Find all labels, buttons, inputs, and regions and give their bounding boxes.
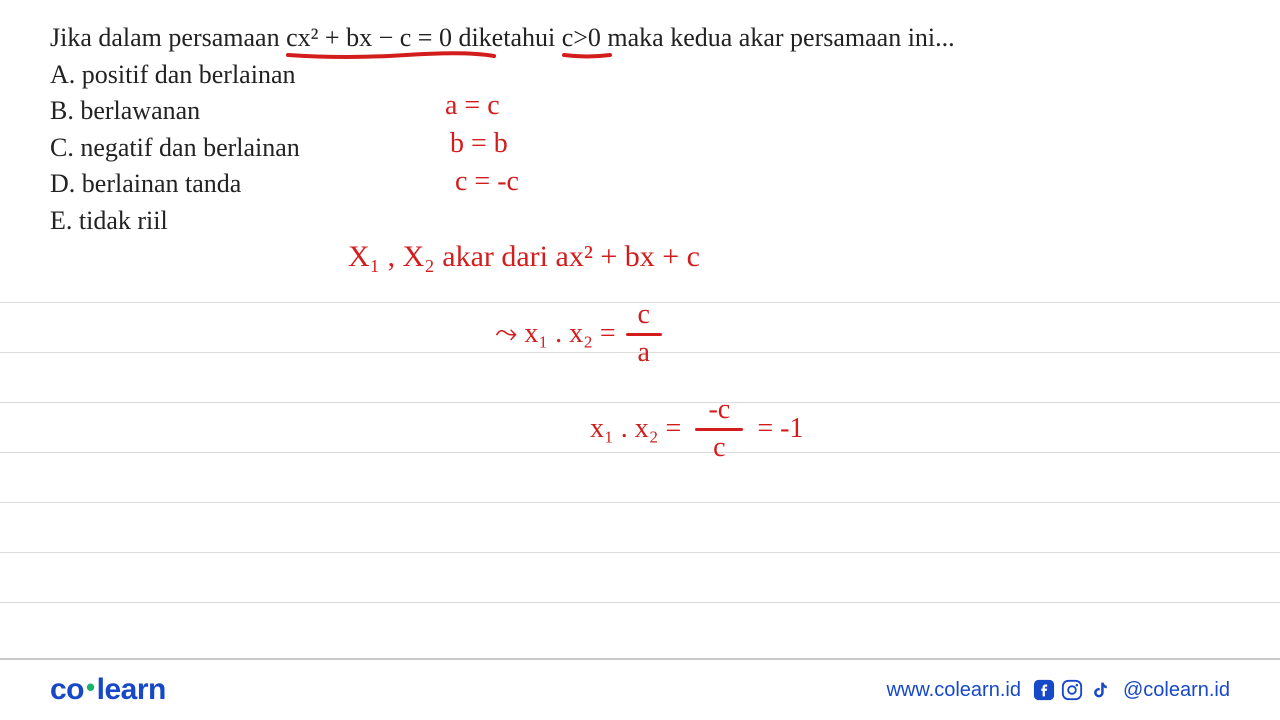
facebook-icon xyxy=(1033,679,1055,701)
fraction-neg-c-over-c: -c c xyxy=(695,395,743,464)
question-text: Jika dalam persamaan cx² + bx − c = 0 di… xyxy=(50,20,1230,55)
question-suffix: maka kedua akar persamaan ini... xyxy=(601,23,955,52)
option-c: C. negatif dan berlainan xyxy=(50,130,1230,166)
option-d: D. berlainan tanda xyxy=(50,166,1230,202)
page-root: Jika dalam persamaan cx² + bx − c = 0 di… xyxy=(0,0,1280,720)
fraction-c-over-a: c a xyxy=(626,300,662,369)
annotation-calc-lhs: x₁ . x₂ = xyxy=(590,413,681,445)
annotation-roots: X₁ , X₂ akar dari ax² + bx + c xyxy=(348,240,700,274)
footer-url: www.colearn.id xyxy=(886,679,1021,702)
question-prefix: Jika dalam persamaan xyxy=(50,23,286,52)
fraction-den: a xyxy=(626,338,662,369)
footer: co•learn www.colearn.id @colearn.id xyxy=(0,658,1280,720)
equation-text: cx² + bx − c = 0 xyxy=(286,23,452,52)
fraction-bar-icon xyxy=(626,333,662,336)
option-b: B. berlawanan xyxy=(50,93,1230,129)
fraction-den: c xyxy=(695,433,743,464)
brand-logo: co•learn xyxy=(50,673,166,707)
rule-line xyxy=(0,502,1280,503)
fraction-bar-icon xyxy=(695,428,743,431)
rule-line xyxy=(0,602,1280,603)
annotation-vieta-intro: ⤳ x₁ . x₂ = xyxy=(495,318,616,350)
question-block: Jika dalam persamaan cx² + bx − c = 0 di… xyxy=(50,20,1230,239)
fraction-num: -c xyxy=(695,395,743,426)
rule-line xyxy=(0,452,1280,453)
annotation-calc-result: = -1 xyxy=(757,413,803,445)
annotation-vieta: ⤳ x₁ . x₂ = c a xyxy=(495,300,662,369)
question-mid: diketahui xyxy=(452,23,562,52)
social-icons xyxy=(1033,679,1111,701)
instagram-icon xyxy=(1061,679,1083,701)
rule-line xyxy=(0,352,1280,353)
question-equation: cx² + bx − c = 0 xyxy=(286,20,452,55)
logo-dot-icon: • xyxy=(86,672,95,702)
rule-line xyxy=(0,552,1280,553)
option-a: A. positif dan berlainan xyxy=(50,57,1230,93)
logo-co: co xyxy=(50,673,84,706)
option-e: E. tidak riil xyxy=(50,203,1230,239)
logo-learn: learn xyxy=(97,673,166,706)
tiktok-icon xyxy=(1089,679,1111,701)
rule-line xyxy=(0,302,1280,303)
question-condition: c>0 xyxy=(562,20,601,55)
footer-right: www.colearn.id @colearn.id xyxy=(886,679,1230,702)
fraction-num: c xyxy=(626,300,662,331)
rule-line xyxy=(0,402,1280,403)
annotation-calc: x₁ . x₂ = -c c = -1 xyxy=(590,395,803,464)
condition-text: c>0 xyxy=(562,23,601,52)
footer-handle: @colearn.id xyxy=(1123,679,1230,702)
